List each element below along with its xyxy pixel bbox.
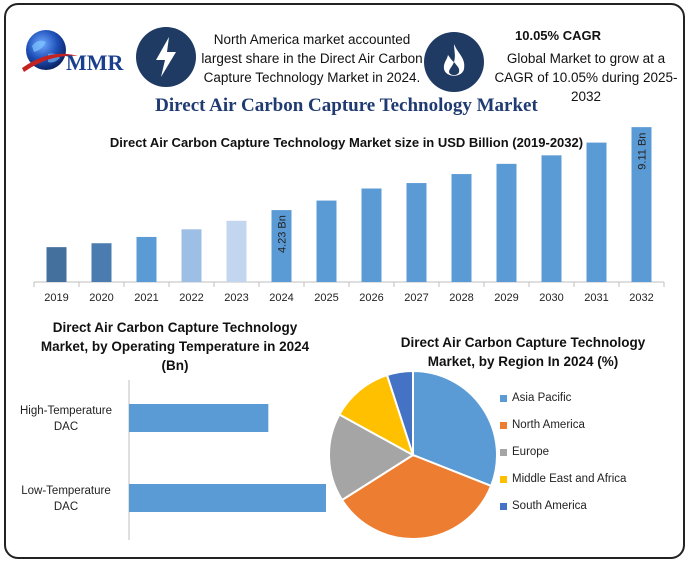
pie-slice-asia-pacific <box>412 369 498 488</box>
bar-low-temperature-dac <box>129 484 326 512</box>
globe-icon <box>22 30 78 72</box>
bar-2031 <box>586 142 607 282</box>
legend-label: Asia Pacific <box>512 392 572 404</box>
legend-item: North America <box>500 419 585 431</box>
data-label: 4.23 Bn <box>277 215 289 253</box>
legend-swatch <box>500 448 507 456</box>
bar-high-temperature-dac <box>129 404 269 432</box>
x-tick-label: 2025 <box>314 292 338 304</box>
cagr-title: 10.05% CAGR <box>515 28 601 43</box>
x-tick-label: 2020 <box>89 292 113 304</box>
bar-2022 <box>181 229 202 282</box>
category-label: High-Temperature <box>20 405 112 417</box>
x-tick-label: 2022 <box>179 292 203 304</box>
flame-icon <box>424 32 484 92</box>
bar-2023 <box>226 220 247 282</box>
category-label: Low-Temperature <box>21 485 110 497</box>
pie-slice-north-america <box>340 453 493 540</box>
lightning-icon <box>136 27 196 87</box>
x-tick-label: 2028 <box>449 292 473 304</box>
category-label: DAC <box>54 501 78 513</box>
legend-item: Asia Pacific <box>500 392 571 404</box>
x-tick-label: 2031 <box>584 292 608 304</box>
pie-slice-south-america <box>385 369 414 456</box>
legend-swatch <box>500 394 507 402</box>
x-tick-label: 2019 <box>44 292 68 304</box>
north-america-note: North America market accounted largest s… <box>201 32 423 85</box>
pie-chart-title: Direct Air Carbon Capture Technology Mar… <box>400 335 646 369</box>
legend-item: South America <box>500 500 587 512</box>
legend-label: Middle East and Africa <box>512 473 627 485</box>
x-tick-label: 2030 <box>539 292 563 304</box>
x-tick-label: 2024 <box>269 292 293 304</box>
category-label: DAC <box>54 421 78 433</box>
temperature-chart-title: Direct Air Carbon Capture Technology Mar… <box>40 320 310 373</box>
logo-text: MMR <box>66 50 124 75</box>
cagr-text: Global Market to grow at a CAGR of 10.05… <box>494 51 678 104</box>
legend-item: Europe <box>500 446 549 458</box>
x-tick-label: 2029 <box>494 292 518 304</box>
bar-2027 <box>406 183 427 282</box>
x-tick-label: 2032 <box>629 292 653 304</box>
bar-2030 <box>541 155 562 282</box>
pie-slice-middle-east-and-africa <box>338 373 415 458</box>
mmr-logo <box>20 28 135 84</box>
infographic-frame <box>4 3 685 559</box>
page-title: Direct Air Carbon Capture Technology Mar… <box>155 95 538 116</box>
legend-label: Europe <box>512 446 550 458</box>
x-tick-label: 2023 <box>224 292 248 304</box>
x-tick-label: 2021 <box>134 292 158 304</box>
x-tick-label: 2026 <box>359 292 383 304</box>
pie-slice-europe <box>328 413 415 502</box>
bar-2028 <box>451 174 472 282</box>
bar-2024 <box>271 210 292 282</box>
legend-item: Middle East and Africa <box>500 473 626 485</box>
bar-2020 <box>91 243 112 282</box>
legend-label: North America <box>512 419 585 431</box>
bar-chart-title: Direct Air Carbon Capture Technology Mar… <box>109 135 584 150</box>
bar-2021 <box>136 236 157 282</box>
bar-2029 <box>496 163 517 282</box>
x-tick-label: 2027 <box>404 292 428 304</box>
bar-2025 <box>316 200 337 282</box>
legend-swatch <box>500 421 507 429</box>
legend-swatch <box>500 502 507 510</box>
bar-2026 <box>361 188 382 282</box>
bar-2019 <box>46 247 67 282</box>
legend-label: South America <box>512 500 587 512</box>
bar-2032 <box>631 127 652 282</box>
legend-swatch <box>500 475 507 483</box>
data-label: 9.11 Bn <box>637 133 649 170</box>
